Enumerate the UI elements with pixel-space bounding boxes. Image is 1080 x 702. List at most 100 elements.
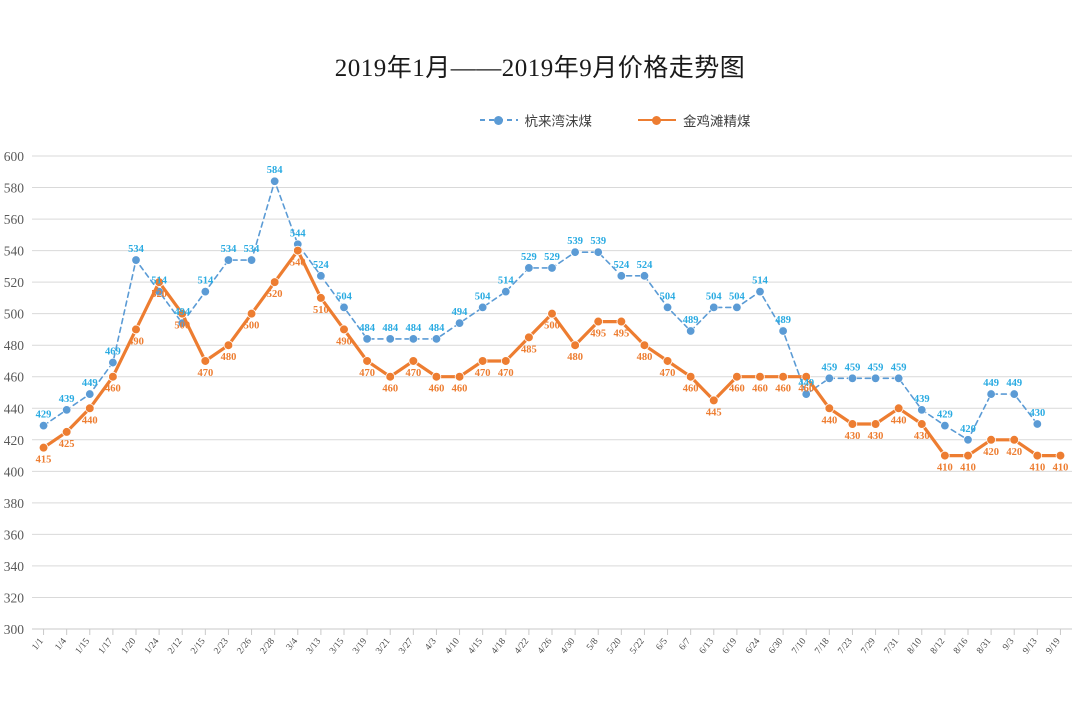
- data-point[interactable]: [339, 302, 349, 312]
- data-point[interactable]: [732, 302, 742, 312]
- data-point[interactable]: [223, 255, 233, 265]
- data-point[interactable]: [108, 371, 118, 382]
- data-point[interactable]: [986, 434, 996, 445]
- data-point[interactable]: [270, 176, 280, 186]
- data-point[interactable]: [524, 263, 534, 273]
- data-point[interactable]: [709, 302, 719, 312]
- data-point[interactable]: [246, 308, 257, 319]
- series-line: [42, 249, 1062, 458]
- data-point[interactable]: [61, 427, 72, 437]
- x-axis-tick-label: 6/5: [655, 636, 671, 652]
- data-point[interactable]: [847, 373, 857, 383]
- data-point[interactable]: [501, 287, 511, 297]
- data-point[interactable]: [84, 403, 95, 414]
- data-point[interactable]: [662, 356, 673, 366]
- data-point[interactable]: [778, 371, 788, 382]
- data-point[interactable]: [824, 403, 835, 414]
- data-point[interactable]: [316, 293, 326, 303]
- data-point[interactable]: [639, 271, 649, 281]
- data-point[interactable]: [477, 356, 488, 366]
- data-point[interactable]: [870, 419, 881, 429]
- data-point[interactable]: [1009, 434, 1020, 445]
- data-point[interactable]: [778, 326, 788, 336]
- data-point-label: 449: [1006, 378, 1022, 389]
- data-point[interactable]: [639, 340, 650, 351]
- data-point[interactable]: [269, 277, 280, 287]
- data-point[interactable]: [85, 389, 95, 399]
- data-point[interactable]: [200, 356, 211, 366]
- data-point[interactable]: [801, 389, 811, 399]
- data-point[interactable]: [963, 450, 973, 461]
- data-point[interactable]: [1055, 450, 1066, 461]
- data-point[interactable]: [824, 373, 834, 383]
- data-point[interactable]: [39, 421, 49, 431]
- data-point[interactable]: [316, 271, 326, 281]
- data-point[interactable]: [801, 371, 812, 382]
- data-point[interactable]: [431, 334, 441, 344]
- data-point[interactable]: [200, 287, 210, 297]
- data-point[interactable]: [454, 371, 465, 382]
- data-point[interactable]: [547, 308, 557, 319]
- data-point[interactable]: [616, 316, 627, 327]
- data-point[interactable]: [339, 324, 349, 335]
- data-point[interactable]: [940, 450, 950, 461]
- data-point[interactable]: [108, 358, 118, 368]
- data-point[interactable]: [986, 389, 996, 399]
- data-point[interactable]: [570, 340, 580, 351]
- data-point[interactable]: [131, 324, 141, 335]
- data-point[interactable]: [455, 318, 465, 328]
- data-point[interactable]: [663, 302, 673, 312]
- data-point[interactable]: [408, 356, 419, 366]
- data-point[interactable]: [755, 287, 765, 297]
- data-point[interactable]: [616, 271, 626, 281]
- data-point[interactable]: [963, 435, 973, 445]
- data-point[interactable]: [431, 371, 442, 382]
- x-axis-tick-label: 5/20: [605, 636, 623, 656]
- data-point[interactable]: [755, 371, 765, 382]
- data-point[interactable]: [362, 356, 372, 366]
- data-point[interactable]: [894, 373, 904, 383]
- data-point[interactable]: [500, 356, 511, 366]
- data-point[interactable]: [478, 302, 488, 312]
- data-point[interactable]: [686, 326, 696, 336]
- data-point[interactable]: [547, 263, 557, 273]
- data-point[interactable]: [131, 255, 141, 265]
- data-point-label: 460: [382, 384, 398, 395]
- data-point-label: 449: [983, 378, 999, 389]
- data-point[interactable]: [1009, 389, 1019, 399]
- data-point[interactable]: [916, 419, 927, 429]
- data-point[interactable]: [593, 247, 603, 257]
- data-point[interactable]: [177, 308, 188, 319]
- data-point[interactable]: [524, 332, 534, 343]
- data-point[interactable]: [38, 442, 49, 453]
- legend-item-orange[interactable]: 金鸡滩精煤: [638, 110, 751, 130]
- y-axis-tick-label: 500: [4, 307, 25, 322]
- data-point[interactable]: [917, 405, 927, 415]
- data-point-label: 504: [729, 291, 746, 302]
- data-point[interactable]: [1032, 419, 1042, 429]
- data-point[interactable]: [362, 334, 372, 344]
- data-point[interactable]: [847, 419, 858, 429]
- data-point[interactable]: [940, 421, 950, 431]
- data-point[interactable]: [385, 371, 396, 382]
- legend-item-blue[interactable]: 杭来湾沫煤: [479, 110, 592, 130]
- data-point[interactable]: [154, 277, 164, 287]
- data-point[interactable]: [247, 255, 257, 265]
- data-point[interactable]: [893, 403, 904, 414]
- data-point[interactable]: [570, 247, 580, 257]
- y-axis-tick-label: 420: [4, 433, 25, 448]
- data-point-label: 420: [960, 424, 976, 435]
- data-point[interactable]: [62, 405, 72, 415]
- data-point-label: 470: [405, 368, 421, 379]
- data-point[interactable]: [223, 340, 234, 351]
- data-point[interactable]: [292, 245, 303, 256]
- data-point[interactable]: [1032, 450, 1043, 461]
- data-point[interactable]: [408, 334, 418, 344]
- data-point[interactable]: [708, 395, 719, 406]
- data-point[interactable]: [593, 316, 604, 327]
- data-point[interactable]: [385, 334, 395, 344]
- data-point[interactable]: [871, 373, 881, 383]
- data-point-label: 489: [683, 315, 699, 326]
- data-point[interactable]: [732, 371, 742, 382]
- data-point[interactable]: [685, 371, 696, 382]
